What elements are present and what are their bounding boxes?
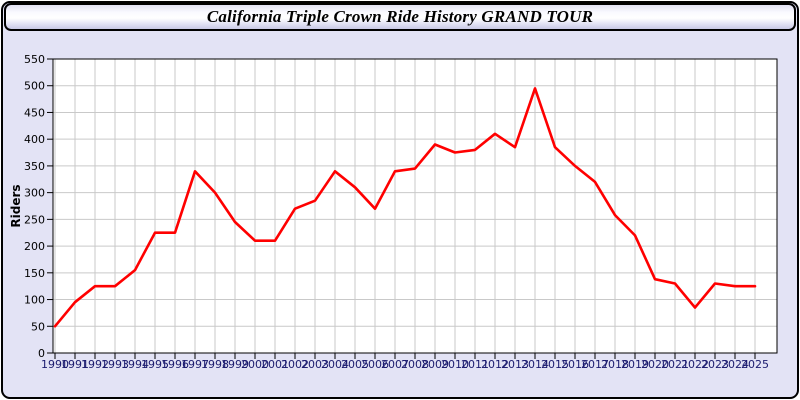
- x-axis-tick-label: 2004: [321, 358, 349, 371]
- x-axis-tick-label: 2002: [281, 358, 309, 371]
- x-axis-tick-label: 2016: [561, 358, 589, 371]
- y-axis-tick-label: 450: [24, 106, 45, 119]
- x-axis-tick-label: 2007: [381, 358, 409, 371]
- x-axis-tick-label: 2010: [441, 358, 469, 371]
- x-axis-tick-label: 1996: [161, 358, 189, 371]
- x-axis-tick-label: 1998: [201, 358, 229, 371]
- x-axis-tick-label: 2011: [461, 358, 489, 371]
- x-axis-tick-label: 2018: [601, 358, 629, 371]
- x-axis-tick-label: 2025: [741, 358, 769, 371]
- x-axis-tick-label: 1997: [181, 358, 209, 371]
- x-axis-tick-label: 2009: [421, 358, 449, 371]
- x-axis-tick-label: 2008: [401, 358, 429, 371]
- x-axis-tick-label: 2014: [521, 358, 549, 371]
- x-axis-tick-label: 2012: [481, 358, 509, 371]
- y-axis-tick-label: 100: [24, 294, 45, 307]
- y-axis-tick-label: 150: [24, 267, 45, 280]
- x-axis-tick-label: 2013: [501, 358, 529, 371]
- y-axis-tick-label: 0: [38, 347, 45, 360]
- y-axis-tick-label: 400: [24, 133, 45, 146]
- x-axis-tick-label: 1995: [141, 358, 169, 371]
- y-axis-tick-label: 550: [24, 53, 45, 66]
- x-axis-tick-label: 2015: [541, 358, 569, 371]
- x-axis-tick-label: 2019: [621, 358, 649, 371]
- x-axis-tick-label: 1990: [41, 358, 69, 371]
- y-axis-tick-label: 500: [24, 80, 45, 93]
- page-title: California Triple Crown Ride History GRA…: [206, 7, 594, 26]
- x-axis-tick-label: 1999: [221, 358, 249, 371]
- y-axis-title: Riders: [9, 184, 23, 227]
- y-axis-tick-label: 250: [24, 213, 45, 226]
- x-axis-tick-label: 2023: [701, 358, 729, 371]
- x-axis-tick-label: 2005: [341, 358, 369, 371]
- x-axis-tick-label: 2017: [581, 358, 609, 371]
- x-axis-tick-label: 2000: [241, 358, 269, 371]
- y-axis-tick-label: 350: [24, 160, 45, 173]
- x-axis-tick-label: 2020: [641, 358, 669, 371]
- y-axis-tick-label: 50: [31, 320, 45, 333]
- x-axis-tick-label: 2003: [301, 358, 329, 371]
- x-axis-tick-label: 2024: [721, 358, 749, 371]
- x-axis-tick-label: 1994: [121, 358, 149, 371]
- riders-data-line: [53, 87, 757, 328]
- x-axis-tick-label: 2001: [261, 358, 289, 371]
- x-axis-tick-label: 1993: [101, 358, 129, 371]
- x-axis-tick-label: 2021: [661, 358, 689, 371]
- y-axis-tick-label: 300: [24, 187, 45, 200]
- title-bar: California Triple Crown Ride History GRA…: [4, 3, 796, 31]
- x-axis-tick-label: 2022: [681, 358, 709, 371]
- x-axis-tick-label: 1992: [81, 358, 109, 371]
- y-axis-tick-label: 200: [24, 240, 45, 253]
- x-axis-tick-label: 2006: [361, 358, 389, 371]
- x-axis-tick-label: 1991: [61, 358, 89, 371]
